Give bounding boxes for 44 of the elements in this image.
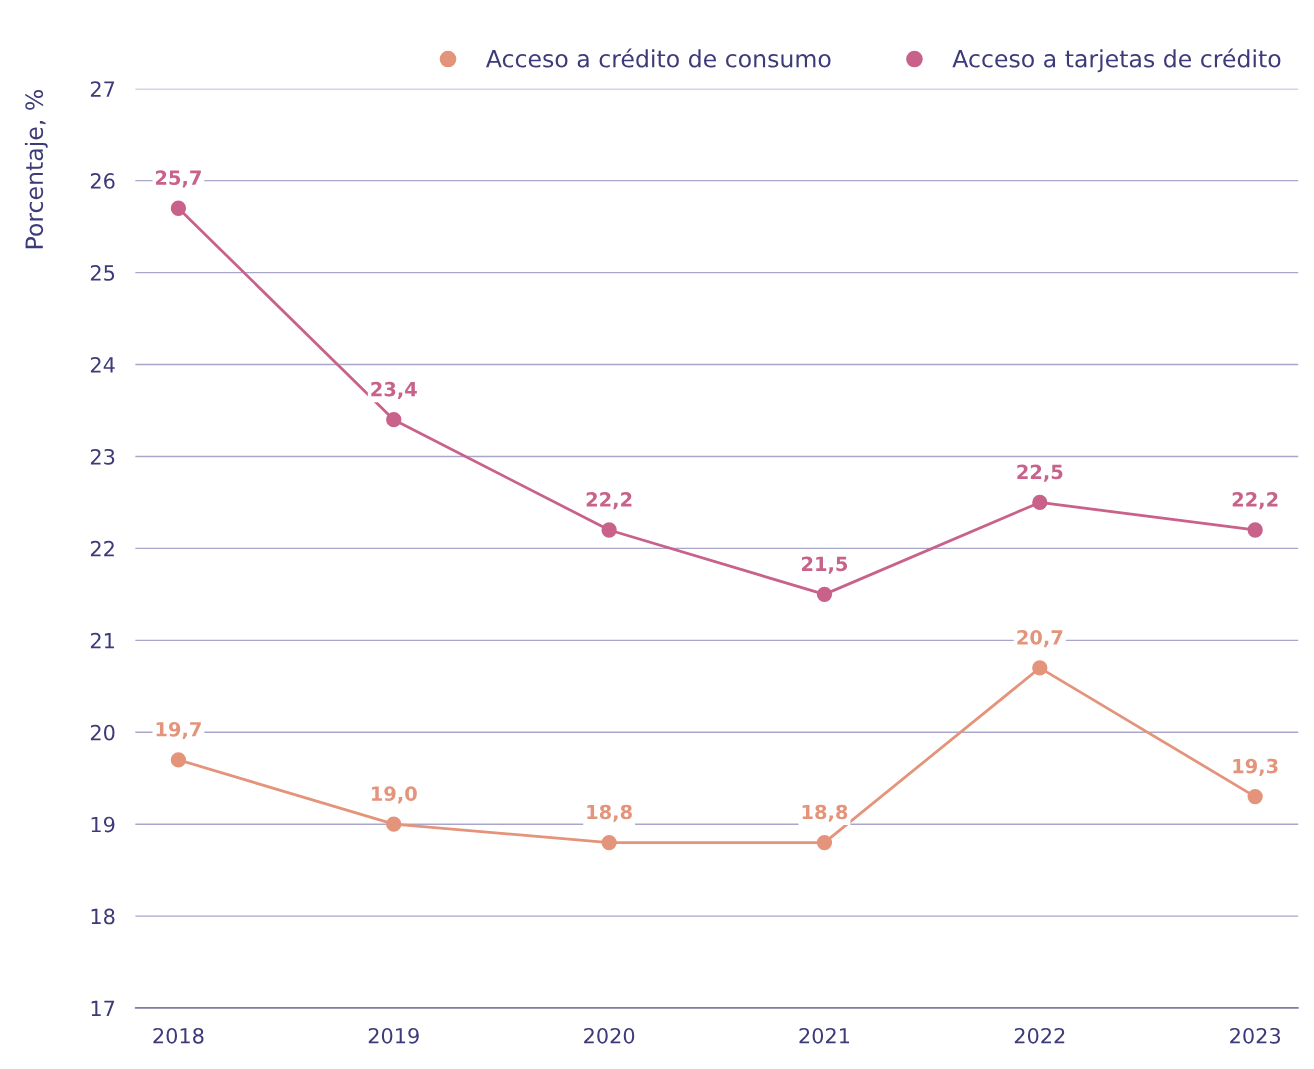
point [170, 752, 187, 768]
point [1247, 522, 1263, 538]
legend-label: Acceso a crédito de consumo [485, 48, 831, 68]
y-axis-title: Porcentaje, % [24, 90, 48, 249]
point [816, 834, 833, 851]
data-label: 22,5 [1017, 464, 1063, 482]
data-label: 18,8 [802, 804, 848, 822]
legend-label: Acceso a tarjetas de crédito [952, 48, 1281, 73]
data-label: 22,2 [586, 492, 632, 510]
y-tick-label: 17 [91, 1000, 115, 1016]
point [386, 816, 402, 832]
x-tick-label: 2021 [799, 1027, 850, 1044]
data-label: 18,8 [587, 804, 632, 822]
y-tick-label: 25 [90, 265, 115, 281]
x-tick-label: 2018 [153, 1027, 204, 1044]
x-tick-label: 2022 [1014, 1027, 1065, 1044]
point [816, 586, 833, 603]
y-tick-label: 18 [91, 908, 115, 925]
y-tick-label: 21 [90, 632, 114, 649]
data-label: 19,3 [1233, 758, 1278, 776]
point [386, 412, 402, 428]
data-label: 25,7 [155, 170, 201, 188]
y-tick-label: 23 [90, 448, 115, 465]
point [601, 834, 617, 851]
data-label: 23,4 [371, 381, 417, 399]
data-label: 20,7 [1017, 629, 1063, 648]
y-tick-label: 19 [91, 816, 115, 833]
y-tick-label: 20 [90, 724, 115, 741]
y-tick-label: 27 [90, 81, 115, 97]
point [1032, 660, 1048, 676]
point [601, 522, 617, 538]
data-label: 22,2 [1232, 492, 1278, 510]
y-tick-label: 24 [90, 356, 115, 373]
point [170, 200, 187, 216]
y-tick-label: 26 [90, 173, 115, 189]
x-tick-label: 2023 [1230, 1027, 1280, 1044]
point [1247, 788, 1263, 805]
data-label: 19,7 [156, 721, 201, 740]
x-tick-label: 2020 [584, 1027, 635, 1044]
x-tick-label: 2019 [368, 1027, 419, 1044]
data-label: 19,0 [371, 786, 417, 804]
y-tick-label: 22 [90, 540, 114, 557]
data-label: 21,5 [802, 556, 848, 574]
point [1032, 494, 1048, 511]
